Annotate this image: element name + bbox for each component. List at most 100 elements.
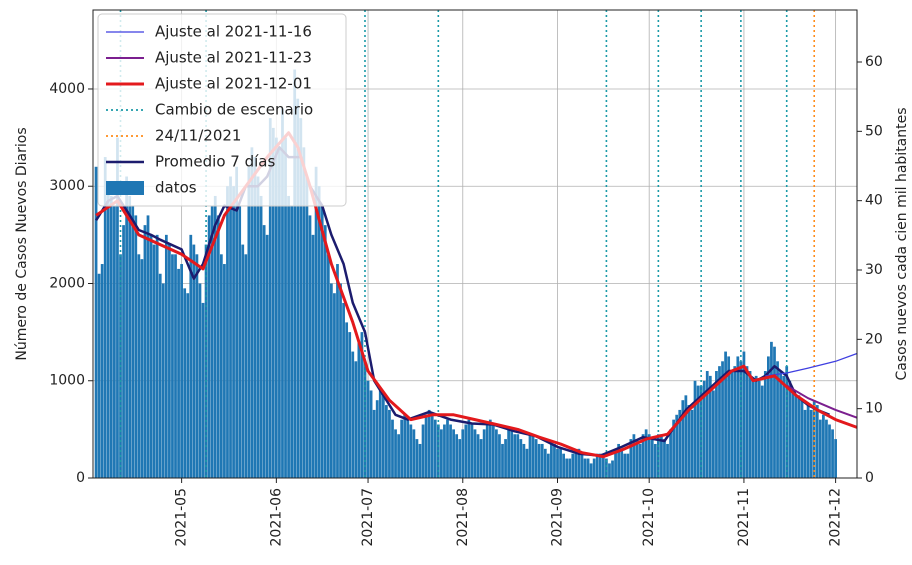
bar [256,176,260,479]
bar [366,380,370,478]
bar [632,434,636,478]
bar [345,322,349,478]
bar [320,205,324,479]
x-tick-label: 2021-09 [550,488,566,547]
bar [207,215,211,478]
bar [265,234,269,478]
bar [250,147,254,478]
bar [751,380,755,478]
x-tick-label: 2021-07 [360,488,376,547]
bar [351,351,355,478]
bar [400,419,404,478]
bar [271,127,275,479]
bar [828,424,831,478]
bar [482,429,486,478]
bar [754,375,758,478]
y-tick-label: 0 [76,470,85,486]
bar [189,234,193,478]
bar [369,390,373,478]
bar [403,414,407,478]
bar [452,429,455,478]
bar [171,254,174,478]
bar [809,409,813,478]
y2-tick-label: 50 [865,123,883,139]
bar [134,215,138,478]
legend-label: datos [155,179,197,197]
bar [302,147,306,478]
bar [834,439,837,478]
bar [113,205,116,479]
y-tick-label: 3000 [49,178,85,194]
bar [137,254,141,478]
bar [219,254,223,478]
bar [727,356,731,478]
bar [443,424,446,478]
bar [339,283,342,478]
bar [140,259,144,478]
bar [433,419,437,478]
bar [259,195,263,478]
bar [595,453,599,478]
bar [693,380,697,478]
bar [235,166,239,478]
bar [232,186,235,478]
bar [831,429,834,478]
bar [675,414,679,478]
bar [244,254,248,478]
bar [519,439,523,478]
bar [381,395,385,478]
bar [216,215,220,478]
bar [94,166,98,478]
bar [647,434,651,478]
bar [311,234,315,478]
x-tick-label: 2021-08 [455,488,471,547]
bar [681,400,685,478]
bar [507,429,510,478]
bar [149,234,153,478]
bar [711,390,715,478]
x-tick-label: 2021-05 [174,488,190,547]
bar [543,448,547,478]
line [786,384,858,419]
bar [742,351,746,478]
bar [598,453,602,478]
bar [767,356,770,478]
bar [812,400,816,478]
bar [553,443,556,478]
bar [363,361,367,478]
bar [708,375,712,478]
bar [278,147,281,478]
bar [290,205,294,479]
bar [360,332,364,478]
bar [825,419,828,478]
bar [516,434,520,478]
bar [305,176,309,479]
bar [794,395,798,478]
bar [690,409,694,478]
y2-tick-label: 0 [865,470,874,486]
bar [226,186,229,478]
bar [296,98,300,479]
bar [623,453,627,478]
bar [164,234,168,478]
bar [415,439,419,478]
bar [223,264,226,478]
bar [803,409,807,478]
bar [583,458,587,478]
bar [449,424,452,478]
bar [262,225,266,478]
bar [183,288,187,478]
bar [745,366,749,478]
bar [336,264,339,478]
bar [696,385,700,478]
bar [180,264,183,478]
legend: Ajuste al 2021-11-16 Ajuste al 2021-11-23… [97,13,347,207]
bar [663,439,666,478]
bar [342,302,345,478]
bar [446,419,449,478]
bar [116,137,119,478]
bar [788,380,792,478]
bar [284,137,287,478]
bar [177,268,180,478]
